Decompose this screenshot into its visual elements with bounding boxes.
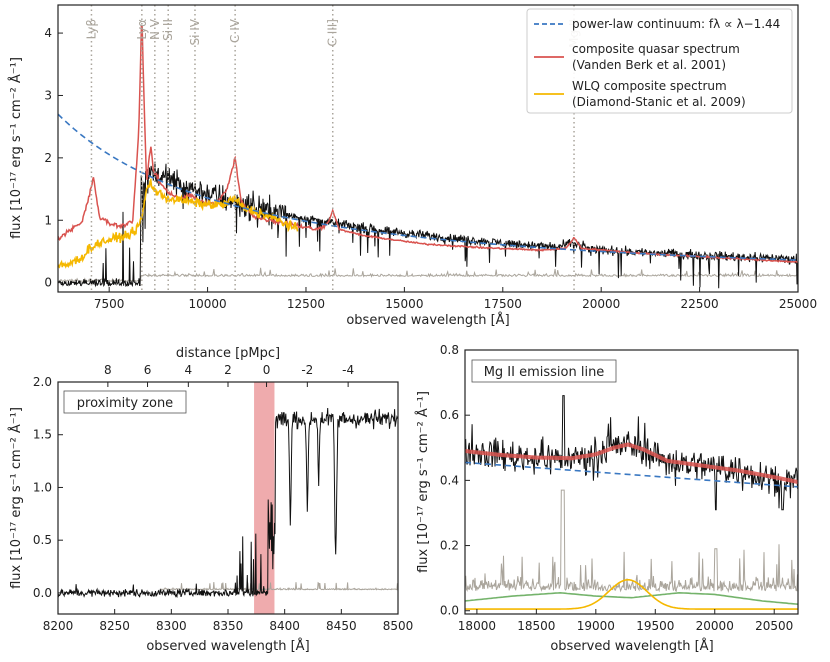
proximity-noise [159,581,399,591]
top-legend: power-law continuum: fλ ∝ λ−1.44 composi… [526,8,793,114]
prox-top-tick-label-2: 4 [185,363,193,377]
mgii-curves [464,395,799,610]
top-x-tick-label-6: 22500 [681,297,719,311]
top-x-tick-label-2: 12500 [287,297,325,311]
mg-x-tick-label-3: 19500 [636,619,674,633]
mgii-plot-frame [464,349,799,615]
prox-top-tick-label-5: -2 [301,363,313,377]
prox-x-tick-label-6: 8500 [383,619,414,633]
top-x-tick-label-1: 10000 [188,297,226,311]
mg-x-tick-label-1: 18500 [517,619,555,633]
mgii-chart: 18000 18500 19000 19500 20000 20500 0.0 0.2 0.4… [415,343,799,654]
top-y-tick-label-0: 0 [44,276,52,290]
mgii-x-label: observed wavelength [Å] [550,638,713,654]
mg-y-tick-label-3: 0.6 [440,408,459,422]
proximity-chart: 8200 8250 8300 8350 8400 8450 8500 0.0 0.5 1.0 1.… [8,346,413,654]
top-y-label: flux [10⁻¹⁷ erg s⁻¹ cm⁻² Å⁻¹] [8,57,24,239]
emission-line-label-0: Lyβ [84,19,98,39]
mgii-noise [464,489,798,593]
proximity-y-label: flux [10⁻¹⁷ erg s⁻¹ cm⁻² Å⁻¹] [8,407,24,589]
mg-y-tick-label-0: 0.0 [440,604,459,618]
emission-line-label-5: C IV [228,18,242,43]
prox-top-tick-label-0: 8 [104,363,112,377]
prox-x-tick-label-5: 8450 [326,619,357,633]
proximity-distance-ticks: 8 6 4 2 0 -2 -4 [104,363,354,387]
prox-x-tick-label-4: 8400 [269,619,300,633]
mgii-title: Mg II emission line [484,365,605,380]
mgii-gaussian-curve [465,579,798,610]
emission-line-label-4: Si IV [188,18,202,45]
prox-y-tick-label-0: 0.0 [33,586,52,600]
proximity-title: proximity zone [77,396,173,411]
emission-line-label-2: N V [148,18,162,40]
iron-template-curve [464,591,799,605]
mgii-powerlaw-curve [464,461,799,488]
proximity-curves [57,407,399,599]
mgii-title-box [471,359,617,383]
prox-top-tick-label-4: 0 [263,363,271,377]
prox-y-tick-label-1: 0.5 [33,533,52,547]
proximity-x-ticks: 8200 8250 8300 8350 8400 8450 8500 [43,609,414,633]
legend-box [526,8,793,114]
mgii-x-ticks: 18000 18500 19000 19500 20000 20500 [458,609,793,633]
proximity-zone-band [254,382,275,614]
proximity-title-box [63,390,187,414]
legend-label-powerlaw: power-law continuum: fλ ∝ λ−1.44 [572,17,780,31]
top-y-tick-label-4: 4 [44,26,52,40]
mg-x-tick-label-2: 19000 [577,619,615,633]
proximity-x-label: observed wavelength [Å] [146,638,309,654]
top-plot-frame [57,4,799,293]
legend-label-quasar-1: composite quasar spectrum [572,42,740,56]
mgii-fit-curve [464,442,799,484]
prox-y-tick-label-4: 2.0 [33,375,52,389]
prox-x-tick-label-2: 8300 [156,619,187,633]
top-y-tick-label-3: 3 [44,88,52,102]
prox-x-tick-label-0: 8200 [43,619,74,633]
noise-spectrum [57,267,798,283]
mg-y-tick-label-1: 0.2 [440,539,459,553]
prox-y-tick-label-2: 1.0 [33,480,52,494]
powerlaw-continuum-curve [57,113,799,261]
wlq-composite-curve [57,177,299,269]
prox-top-tick-label-3: 2 [224,363,232,377]
top-curves [57,25,799,289]
emission-line-label-1: Lyα [135,19,149,40]
top-y-tick-label-2: 2 [44,151,52,165]
top-x-tick-label-7: 25000 [779,297,817,311]
top-x-tick-label-3: 15000 [385,297,423,311]
proximity-top-label: distance [pMpc] [176,346,280,361]
legend-label-wlq-1: WLQ composite spectrum [572,79,727,93]
emission-line-label-6: C III] [326,19,340,47]
emission-line-label-3: Si II [161,19,175,41]
mg-x-tick-label-4: 20000 [696,619,734,633]
top-x-tick-label-5: 20000 [582,297,620,311]
mg-x-tick-label-0: 18000 [458,619,496,633]
mg-y-tick-label-2: 0.4 [440,473,459,487]
top-y-tick-label-1: 1 [44,213,52,227]
prox-top-tick-label-6: -4 [342,363,354,377]
legend-label-wlq-2: (Diamond-Stanic et al. 2009) [572,95,746,109]
proximity-flux [57,407,399,599]
prox-top-tick-label-1: 6 [144,363,152,377]
top-x-tick-label-0: 7500 [94,297,125,311]
mgii-y-label: flux [10⁻¹⁷ erg s⁻¹ cm⁻² Å⁻¹] [415,391,431,573]
mgii-y-ticks: 0.0 0.2 0.4 0.6 0.8 [440,343,470,618]
top-y-ticks: 0 1 2 3 4 [44,26,63,290]
legend-label-quasar-2: (Vanden Berk et al. 2001) [572,58,726,72]
top-x-tick-label-4: 17500 [484,297,522,311]
prox-x-tick-label-1: 8250 [99,619,130,633]
prox-x-tick-label-3: 8350 [213,619,244,633]
mg-x-tick-label-5: 20500 [755,619,793,633]
top-x-label: observed wavelength [Å] [346,312,509,328]
top-x-ticks: 7500 10000 12500 15000 17500 20000 22500 25000 [94,287,817,311]
prox-y-tick-label-3: 1.5 [33,428,52,442]
proximity-y-ticks: 0.0 0.5 1.0 1.5 2.0 [33,375,63,600]
mg-y-tick-label-4: 0.8 [440,343,459,357]
